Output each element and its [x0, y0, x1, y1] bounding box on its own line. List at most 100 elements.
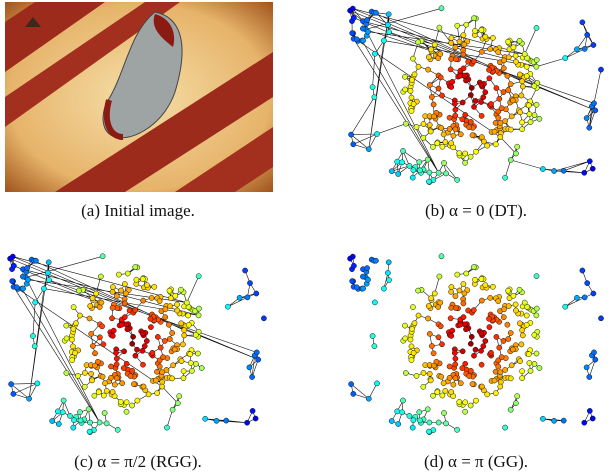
- node: [70, 358, 75, 363]
- node: [494, 334, 499, 339]
- node: [124, 361, 129, 366]
- node: [506, 288, 511, 293]
- node: [481, 344, 486, 349]
- node: [90, 343, 95, 348]
- node: [110, 284, 115, 289]
- node: [522, 52, 527, 57]
- node: [461, 66, 466, 71]
- node: [46, 277, 51, 282]
- node: [153, 378, 158, 383]
- node: [505, 322, 510, 327]
- node: [449, 289, 454, 294]
- node: [457, 151, 462, 156]
- node: [140, 276, 145, 281]
- node: [527, 360, 532, 365]
- node: [381, 286, 386, 291]
- node: [361, 286, 366, 291]
- node: [411, 418, 416, 423]
- node: [33, 258, 38, 263]
- node: [189, 368, 194, 373]
- node: [497, 345, 502, 350]
- node: [416, 313, 421, 318]
- node: [71, 418, 76, 423]
- node: [585, 32, 590, 37]
- node: [87, 420, 92, 425]
- node: [469, 85, 474, 90]
- node: [494, 86, 499, 91]
- node: [534, 351, 539, 356]
- node: [496, 299, 501, 304]
- node: [25, 277, 30, 282]
- caption: (d) α = π (GG).: [326, 452, 610, 472]
- node: [510, 347, 515, 352]
- node: [114, 362, 119, 367]
- node: [460, 349, 465, 354]
- node: [524, 313, 529, 318]
- node: [519, 93, 524, 98]
- node: [386, 29, 391, 34]
- node: [461, 315, 466, 320]
- node: [479, 384, 484, 389]
- node: [92, 351, 97, 356]
- node: [508, 157, 513, 162]
- node: [593, 108, 598, 113]
- node: [534, 102, 539, 107]
- node: [92, 393, 97, 398]
- node: [513, 151, 518, 156]
- node: [513, 59, 518, 64]
- node: [509, 363, 514, 368]
- node: [506, 336, 511, 341]
- node: [67, 413, 72, 418]
- node: [243, 268, 248, 273]
- node: [426, 316, 431, 321]
- node: [520, 120, 525, 125]
- node: [130, 341, 135, 346]
- initial-image: [5, 2, 273, 192]
- node: [457, 39, 462, 44]
- node: [144, 283, 149, 288]
- node: [463, 112, 468, 117]
- graph-dt: [345, 2, 610, 190]
- node: [409, 326, 414, 331]
- node: [168, 304, 173, 309]
- node: [102, 410, 107, 415]
- node: [431, 114, 436, 119]
- node: [417, 410, 422, 415]
- node: [148, 325, 153, 330]
- node: [110, 333, 115, 338]
- node: [408, 88, 413, 93]
- node: [455, 177, 460, 182]
- node: [526, 103, 531, 108]
- node: [403, 370, 408, 375]
- node: [436, 335, 441, 340]
- node: [528, 120, 533, 125]
- node: [108, 364, 113, 369]
- node: [381, 38, 386, 43]
- node: [532, 361, 537, 366]
- node: [177, 394, 182, 399]
- node: [455, 272, 460, 277]
- node: [493, 369, 498, 374]
- node: [540, 416, 545, 421]
- node: [461, 52, 466, 57]
- node: [455, 427, 460, 432]
- node: [140, 362, 145, 367]
- node: [193, 361, 198, 366]
- node: [157, 299, 162, 304]
- node: [64, 336, 69, 341]
- node: [537, 116, 542, 121]
- node: [417, 160, 422, 165]
- node: [133, 264, 138, 269]
- node: [366, 147, 371, 152]
- node: [400, 398, 405, 403]
- node: [414, 124, 419, 129]
- node: [438, 300, 443, 305]
- node: [360, 274, 365, 279]
- node: [427, 420, 432, 425]
- node: [71, 305, 76, 310]
- node: [520, 376, 525, 381]
- node: [498, 384, 503, 389]
- node: [414, 373, 419, 378]
- node: [416, 64, 421, 69]
- node: [409, 77, 414, 82]
